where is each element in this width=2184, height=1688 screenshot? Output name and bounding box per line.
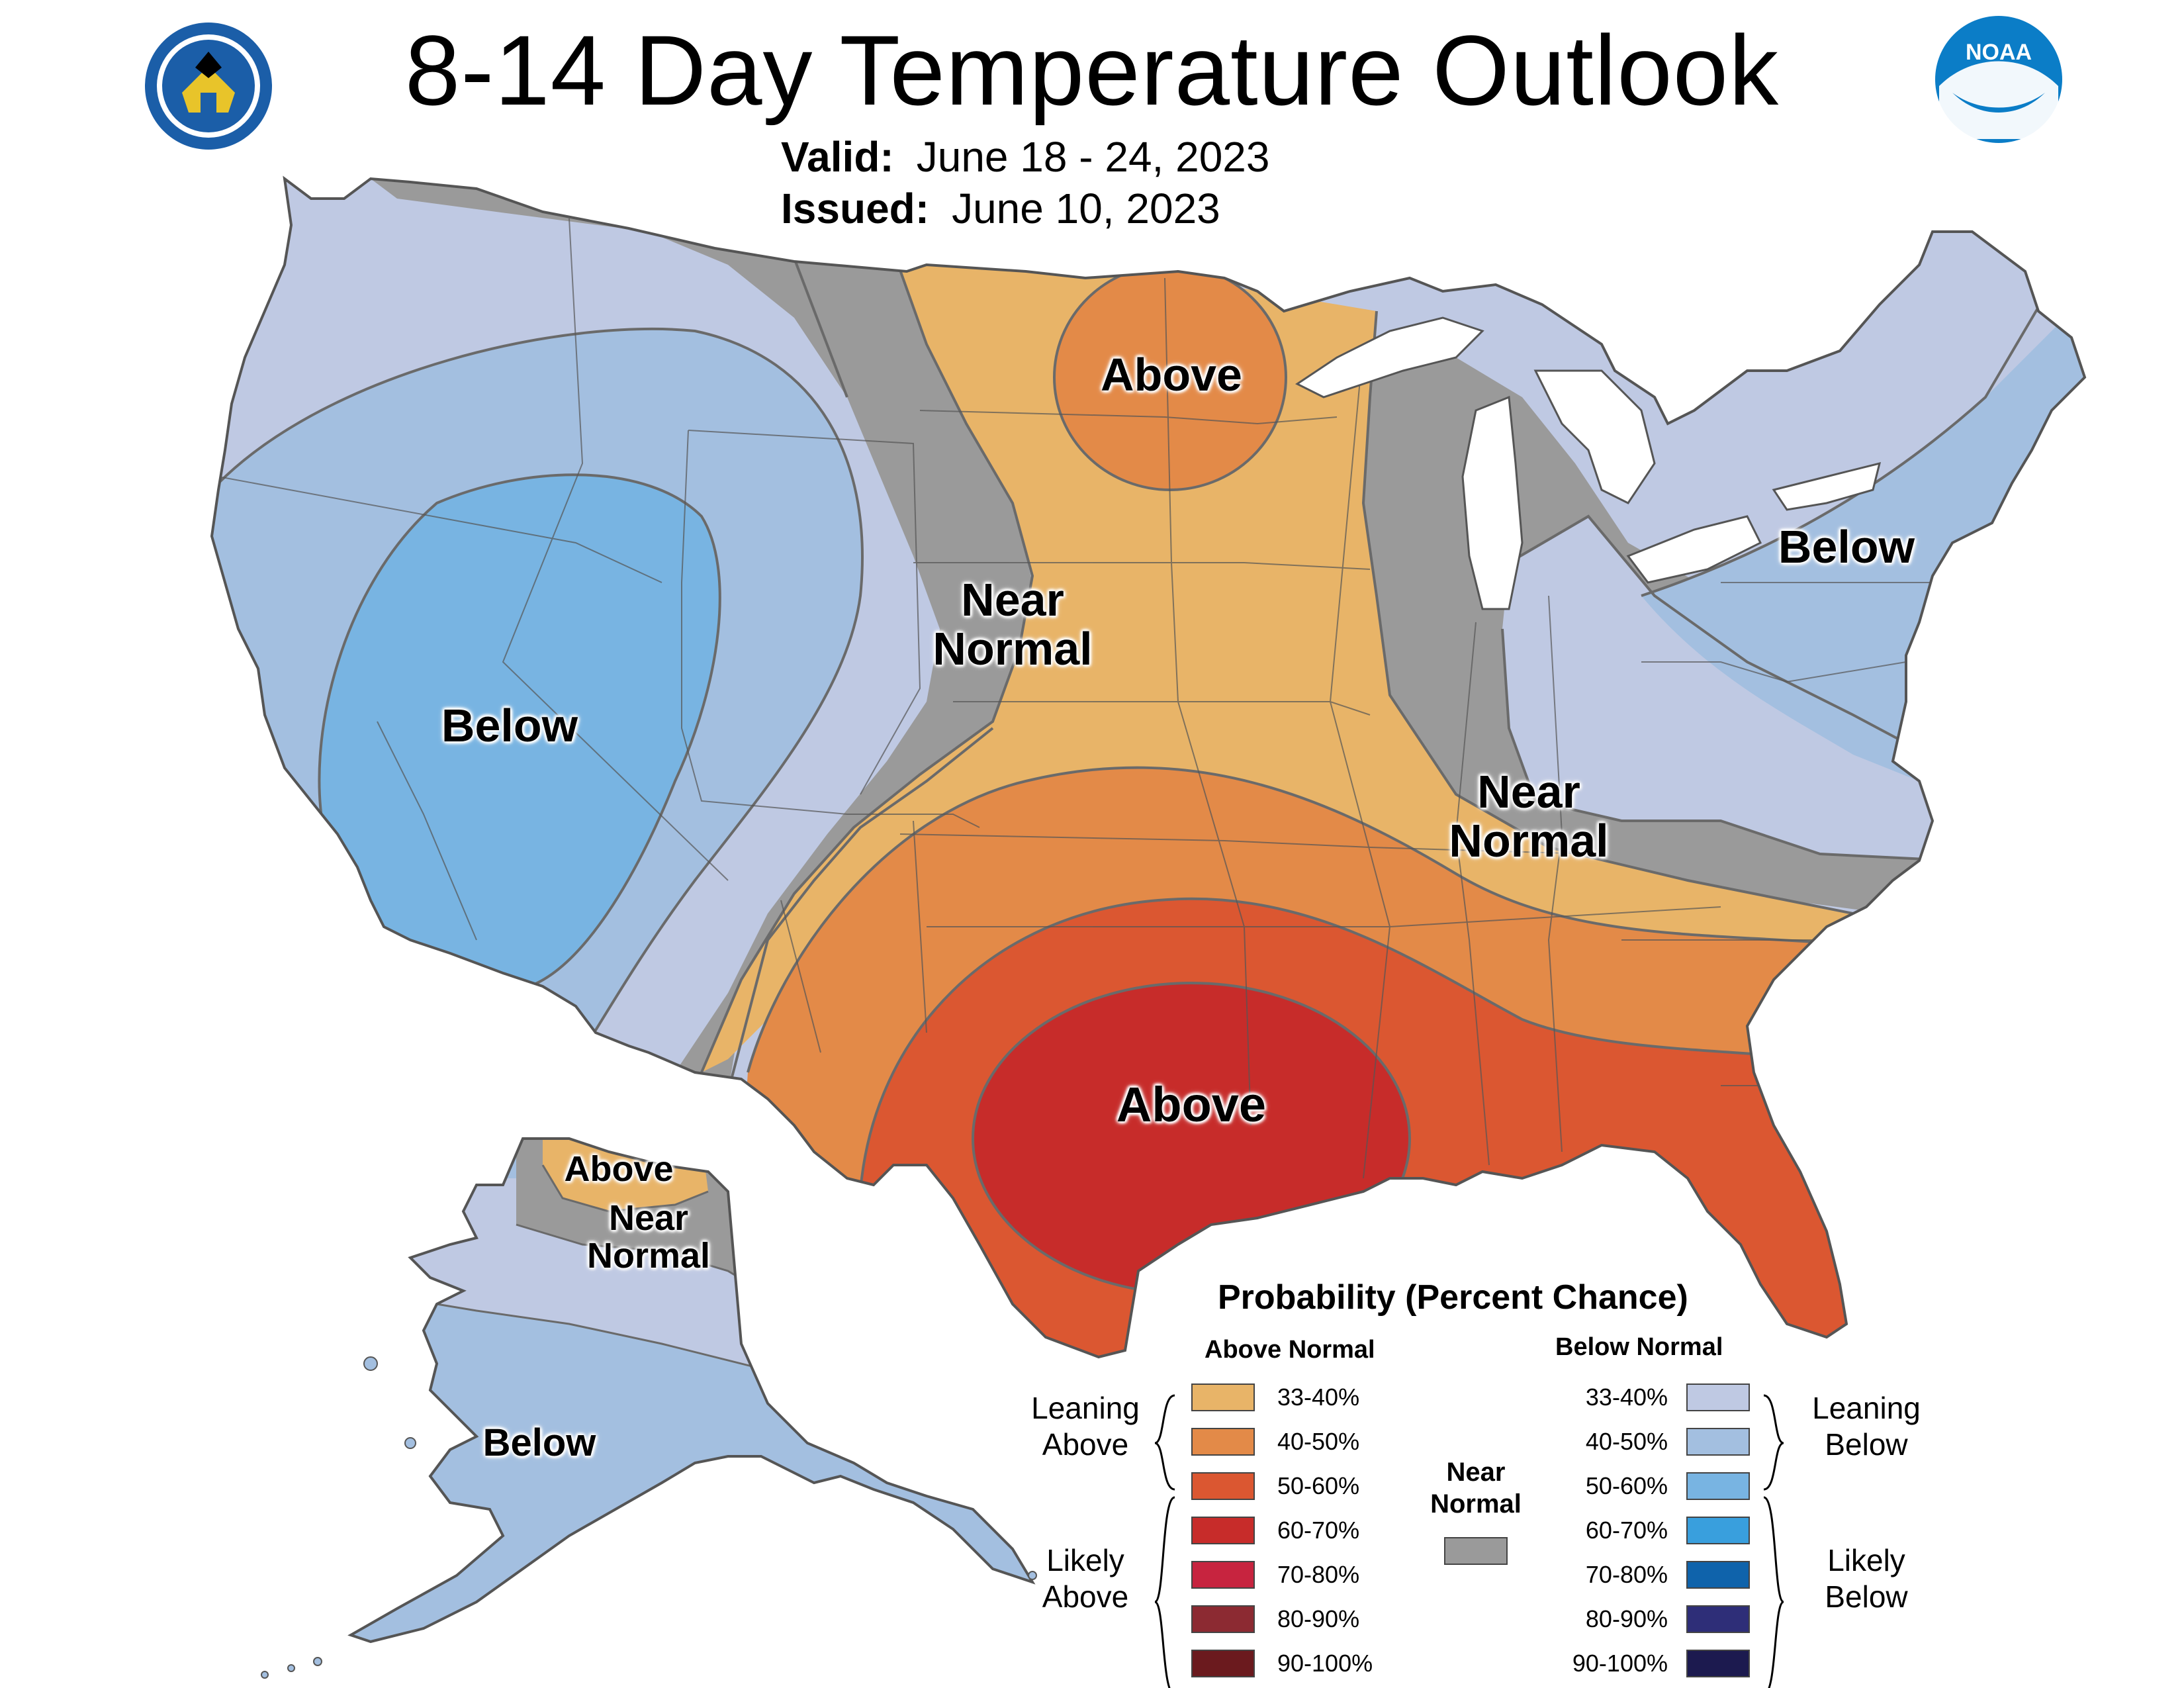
- below-range-4: 60-70%: [1585, 1517, 1668, 1544]
- near-normal-line1: Near: [1446, 1458, 1506, 1487]
- legend-title: Probability (Percent Chance): [1218, 1278, 1688, 1317]
- above-range-2: 40-50%: [1277, 1428, 1360, 1455]
- above-swatch-3: [1191, 1472, 1255, 1500]
- likely-below-line2: Below: [1825, 1579, 1908, 1615]
- below-swatch-7: [1686, 1650, 1750, 1677]
- above-swatch-1: [1191, 1383, 1255, 1411]
- legend-likely-below: Likely Below: [1787, 1542, 1946, 1615]
- leaning-above-line2: Above: [1042, 1427, 1129, 1462]
- leaning-below-line1: Leaning: [1812, 1391, 1921, 1425]
- below-range-7: 90-100%: [1572, 1650, 1668, 1677]
- label-near-east-line2: Normal: [1449, 814, 1609, 867]
- label-ak-below: Below: [482, 1421, 596, 1464]
- valid-value: June 18 - 24, 2023: [916, 133, 1270, 181]
- likely-below-line1: Likely: [1827, 1543, 1905, 1577]
- below-swatch-6: [1686, 1605, 1750, 1633]
- below-range-5: 70-80%: [1585, 1561, 1668, 1588]
- issued-date: Issued: June 10, 2023: [781, 184, 1220, 233]
- label-ak-near-line2: Normal: [586, 1235, 711, 1276]
- above-range-1: 33-40%: [1277, 1383, 1360, 1411]
- label-near-east-line1: Near: [1477, 766, 1580, 818]
- label-ak-near-normal: Near Normal: [556, 1199, 741, 1274]
- label-below-west: Below: [441, 700, 578, 751]
- below-range-1: 33-40%: [1585, 1383, 1668, 1411]
- page-title: 8-14 Day Temperature Outlook: [404, 15, 1780, 126]
- label-near-normal-east: Near Normal: [1423, 766, 1635, 867]
- label-near-central-line2: Normal: [933, 622, 1093, 675]
- label-above-north: Above: [1101, 349, 1242, 400]
- legend-leaning-above: Leaning Above: [1006, 1390, 1165, 1463]
- near-normal-line2: Normal: [1430, 1489, 1522, 1519]
- svg-text:NOAA: NOAA: [1966, 40, 2032, 65]
- above-swatch-7: [1191, 1650, 1255, 1677]
- label-ak-near-line1: Near: [608, 1198, 689, 1238]
- below-swatch-1: [1686, 1383, 1750, 1411]
- below-swatch-5: [1686, 1561, 1750, 1589]
- legend-likely-above: Likely Above: [1006, 1542, 1165, 1615]
- issued-label: Issued:: [781, 185, 930, 232]
- above-swatch-2: [1191, 1428, 1255, 1456]
- issued-value: June 10, 2023: [952, 185, 1220, 232]
- likely-above-line1: Likely: [1046, 1543, 1124, 1577]
- near-normal-swatch: [1444, 1537, 1508, 1565]
- above-range-6: 80-90%: [1277, 1605, 1360, 1632]
- likely-above-line2: Above: [1042, 1579, 1129, 1615]
- label-near-normal-central: Near Normal: [907, 574, 1118, 675]
- below-range-6: 80-90%: [1585, 1605, 1668, 1632]
- above-swatch-4: [1191, 1517, 1255, 1544]
- above-swatch-6: [1191, 1605, 1255, 1633]
- above-range-3: 50-60%: [1277, 1472, 1360, 1499]
- below-range-3: 50-60%: [1585, 1472, 1668, 1499]
- above-range-4: 60-70%: [1277, 1517, 1360, 1544]
- legend-near-normal: Near Normal: [1423, 1456, 1529, 1565]
- leaning-below-line2: Below: [1825, 1427, 1908, 1462]
- label-near-central-line1: Near: [961, 574, 1064, 626]
- leaning-above-line1: Leaning: [1031, 1391, 1140, 1425]
- valid-dates: Valid: June 18 - 24, 2023: [781, 132, 1269, 181]
- label-below-northeast: Below: [1778, 521, 1915, 573]
- legend-below-header: Below Normal: [1555, 1333, 1723, 1361]
- below-swatch-3: [1686, 1472, 1750, 1500]
- below-swatch-4: [1686, 1517, 1750, 1544]
- label-above-south: Above: [1116, 1077, 1267, 1132]
- legend-leaning-below: Leaning Below: [1787, 1390, 1946, 1463]
- above-range-7: 90-100%: [1277, 1650, 1373, 1677]
- above-swatch-5: [1191, 1561, 1255, 1589]
- valid-label: Valid:: [781, 133, 894, 181]
- below-range-2: 40-50%: [1585, 1428, 1668, 1455]
- legend-above-header: Above Normal: [1205, 1336, 1375, 1364]
- label-ak-above: Above: [564, 1149, 674, 1189]
- above-range-5: 70-80%: [1277, 1561, 1360, 1588]
- below-swatch-2: [1686, 1428, 1750, 1456]
- department-of-commerce-seal-icon: [142, 20, 275, 152]
- noaa-logo-icon: NOAA: [1933, 13, 2065, 146]
